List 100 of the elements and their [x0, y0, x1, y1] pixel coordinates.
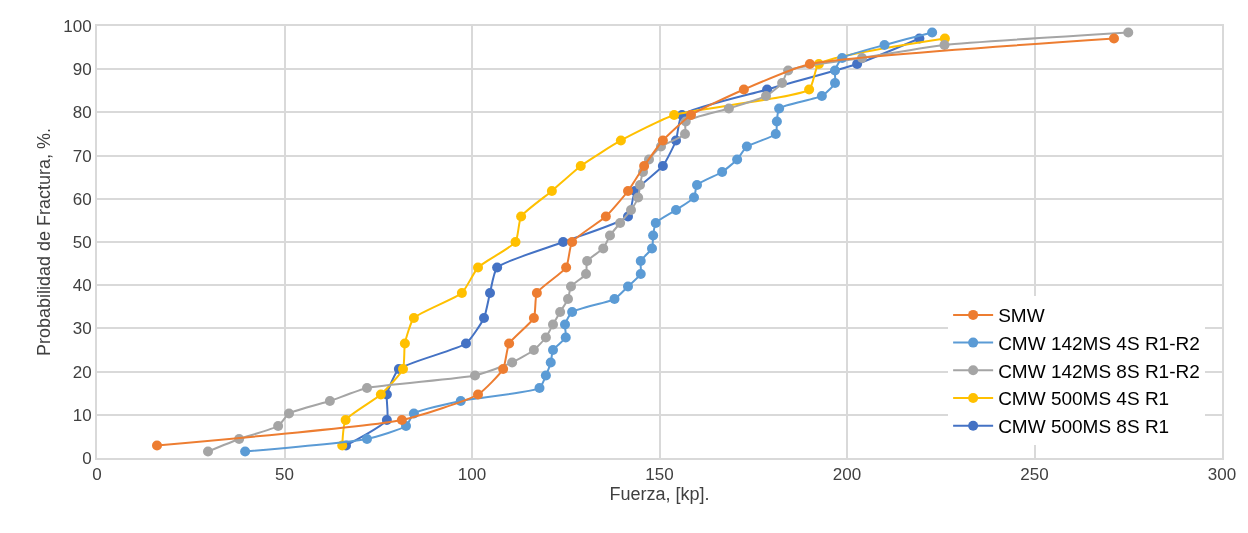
y-tick-label: 20 [72, 362, 92, 382]
point [273, 421, 284, 432]
point [479, 313, 489, 324]
point [545, 357, 556, 368]
point [939, 40, 950, 51]
point [635, 179, 645, 190]
point [732, 154, 743, 165]
point [492, 262, 503, 273]
point [558, 237, 569, 247]
point [528, 313, 539, 324]
point [770, 129, 781, 139]
point [203, 446, 213, 457]
point [635, 268, 646, 279]
point [615, 135, 626, 146]
point [680, 129, 690, 139]
y-tick-label: 70 [72, 146, 92, 166]
point [375, 389, 386, 400]
point [575, 160, 586, 171]
point [927, 27, 938, 38]
point [639, 160, 650, 171]
point [340, 414, 351, 425]
x-tick-label: 300 [1207, 465, 1237, 485]
point [548, 319, 558, 330]
point [561, 262, 572, 273]
point [473, 389, 483, 400]
point [461, 338, 471, 349]
y-tick-label: 10 [72, 405, 92, 425]
y-tick-label: 30 [72, 319, 92, 339]
point [717, 167, 728, 178]
point [470, 370, 480, 381]
point [560, 319, 570, 330]
point [152, 440, 162, 451]
point [738, 84, 749, 95]
point [657, 135, 668, 146]
point [566, 281, 576, 292]
point [804, 84, 815, 95]
x-tick-label: 250 [1020, 465, 1049, 485]
point [408, 313, 419, 324]
point [830, 78, 840, 89]
point [540, 332, 551, 343]
point [240, 446, 251, 457]
point [830, 65, 840, 76]
point [777, 78, 788, 89]
x-tick-label: 150 [645, 465, 674, 485]
y-tick-label: 0 [82, 448, 92, 468]
point [686, 109, 696, 120]
point [671, 205, 681, 216]
point [534, 383, 545, 394]
point [605, 230, 615, 241]
point [657, 160, 668, 171]
legend-label: CMW 142MS 4S R1-R2 [998, 333, 1200, 354]
point [633, 192, 644, 203]
point [816, 90, 827, 101]
y-tick-label: 40 [72, 276, 92, 296]
x-tick-label: 50 [275, 465, 294, 485]
point [623, 281, 633, 292]
legend-label: SMW [998, 305, 1045, 327]
point [761, 90, 771, 101]
point [362, 433, 372, 444]
point [669, 109, 680, 120]
point [396, 414, 407, 425]
point [648, 230, 659, 241]
point [456, 287, 467, 298]
point [567, 237, 578, 247]
point [689, 192, 699, 203]
point [485, 287, 495, 298]
point [771, 116, 782, 127]
point [507, 357, 518, 368]
point [510, 237, 521, 247]
y-tick-label: 90 [72, 60, 92, 80]
point [555, 306, 566, 317]
x-tick-label: 100 [457, 465, 487, 485]
point [399, 338, 410, 349]
point [650, 217, 661, 228]
point [879, 40, 890, 51]
point [635, 256, 646, 267]
point [362, 383, 372, 394]
point [609, 294, 620, 305]
point [567, 306, 578, 317]
x-axis-title: Fuerza, [kp]. [609, 484, 710, 505]
point [598, 243, 609, 254]
point [528, 345, 539, 355]
point [774, 103, 785, 114]
point [1109, 33, 1119, 44]
point [531, 287, 542, 298]
point [563, 294, 573, 305]
y-axis-title: Probabilidad de Fractura, %. [33, 127, 54, 357]
point [623, 186, 633, 197]
point [647, 243, 657, 254]
point [398, 364, 408, 375]
point [473, 262, 483, 273]
y-tick-label: 50 [72, 232, 92, 252]
point [741, 141, 752, 152]
point [615, 217, 626, 228]
y-tick-label: 100 [63, 16, 92, 36]
point [516, 211, 527, 222]
legend-label: CMW 142MS 8S R1-R2 [998, 360, 1200, 382]
point [1123, 27, 1134, 38]
point [498, 364, 509, 375]
point [692, 179, 702, 190]
